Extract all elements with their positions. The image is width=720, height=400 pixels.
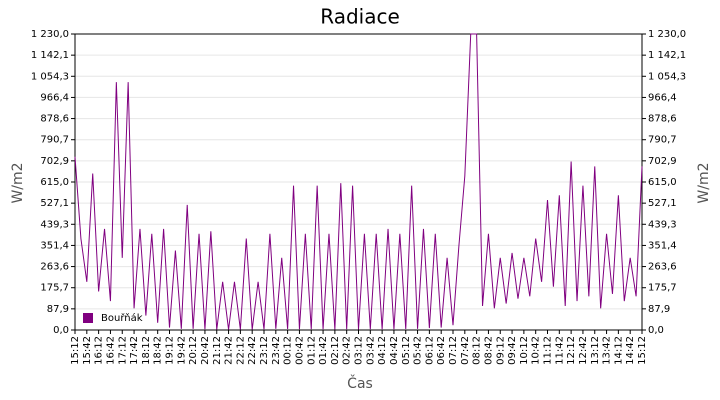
x-tick-label: 16:12 <box>94 336 105 365</box>
y2-tick-label: 702,9 <box>648 156 677 167</box>
y2-tick-label: 790,7 <box>648 135 677 146</box>
legend-swatch <box>83 313 93 323</box>
legend-label: Bouřňák <box>101 312 143 324</box>
y-tick-label: 790,7 <box>40 135 69 146</box>
x-tick-label: 07:12 <box>448 336 459 365</box>
x-tick-label: 02:12 <box>330 336 341 365</box>
x-tick-label: 03:42 <box>365 336 376 365</box>
y2-tick-label: 966,4 <box>648 92 677 103</box>
y-tick-label: 878,6 <box>40 114 69 125</box>
y-tick-label: 1 054,3 <box>31 71 69 82</box>
x-tick-label: 15:12 <box>637 336 648 365</box>
x-tick-label: 01:42 <box>318 336 329 365</box>
y2-tick-label: 175,7 <box>648 283 677 294</box>
x-tick-label: 19:12 <box>165 336 176 365</box>
x-tick-label: 22:42 <box>247 336 258 365</box>
x-tick-label: 10:42 <box>531 336 542 365</box>
y-tick-label: 527,1 <box>40 198 69 209</box>
x-tick-label: 08:42 <box>483 336 494 365</box>
x-tick-label: 20:42 <box>200 336 211 365</box>
y-tick-label: 966,4 <box>40 92 69 103</box>
y2-axis-label: W/m2 <box>696 162 712 203</box>
y-tick-label: 1 230,0 <box>31 29 69 40</box>
y2-tick-label: 1 142,1 <box>648 50 686 61</box>
x-tick-label: 11:12 <box>543 336 554 365</box>
y-tick-label: 351,4 <box>40 240 69 251</box>
x-tick-label: 11:42 <box>554 336 565 365</box>
y2-tick-label: 878,6 <box>648 114 677 125</box>
x-tick-label: 06:42 <box>436 336 447 365</box>
x-tick-label: 18:12 <box>141 336 152 365</box>
x-tick-label: 17:42 <box>129 336 140 365</box>
x-tick-label: 21:12 <box>212 336 223 365</box>
x-tick-label: 09:42 <box>507 336 518 365</box>
x-tick-label: 07:42 <box>460 336 471 365</box>
x-tick-label: 13:12 <box>590 336 601 365</box>
x-tick-label: 08:12 <box>472 336 483 365</box>
x-axis-label: Čas <box>347 374 373 392</box>
y2-tick-label: 263,6 <box>648 262 677 273</box>
y-tick-label: 702,9 <box>40 156 69 167</box>
x-tick-label: 00:42 <box>294 336 305 365</box>
y-tick-label: 87,9 <box>47 304 69 315</box>
x-tick-label: 09:12 <box>495 336 506 365</box>
x-tick-label: 14:42 <box>625 336 636 365</box>
x-tick-label: 17:12 <box>117 336 128 365</box>
x-tick-label: 02:42 <box>342 336 353 365</box>
y-tick-label: 615,0 <box>40 177 69 188</box>
y2-tick-label: 439,3 <box>648 219 677 230</box>
y2-tick-label: 1 230,0 <box>648 29 686 40</box>
x-tick-label: 19:42 <box>176 336 187 365</box>
x-tick-label: 10:12 <box>519 336 530 365</box>
x-tick-label: 23:42 <box>271 336 282 365</box>
x-tick-label: 06:12 <box>424 336 435 365</box>
x-tick-label: 05:12 <box>401 336 412 365</box>
x-tick-label: 00:12 <box>283 336 294 365</box>
y-tick-label: 0,0 <box>53 325 69 336</box>
x-tick-label: 18:42 <box>153 336 164 365</box>
y-tick-label: 439,3 <box>40 219 69 230</box>
y2-tick-label: 615,0 <box>648 177 677 188</box>
x-tick-label: 13:42 <box>602 336 613 365</box>
x-tick-label: 14:12 <box>613 336 624 365</box>
x-tick-label: 16:42 <box>105 336 116 365</box>
x-tick-label: 01:12 <box>306 336 317 365</box>
x-tick-label: 20:12 <box>188 336 199 365</box>
y2-tick-label: 351,4 <box>648 240 677 251</box>
x-tick-label: 12:12 <box>566 336 577 365</box>
y2-tick-label: 87,9 <box>648 304 670 315</box>
x-tick-label: 03:12 <box>354 336 365 365</box>
x-tick-label: 05:42 <box>413 336 424 365</box>
data-line <box>74 33 643 330</box>
y2-tick-label: 0,0 <box>648 325 664 336</box>
x-tick-label: 12:42 <box>578 336 589 365</box>
y2-tick-label: 527,1 <box>648 198 677 209</box>
y-tick-label: 175,7 <box>40 283 69 294</box>
x-tick-label: 23:12 <box>259 336 270 365</box>
x-tick-label: 04:12 <box>377 336 388 365</box>
x-tick-label: 15:42 <box>82 336 93 365</box>
y2-tick-label: 1 054,3 <box>648 71 686 82</box>
x-tick-label: 21:42 <box>224 336 235 365</box>
x-tick-label: 15:12 <box>70 336 81 365</box>
y-tick-label: 1 142,1 <box>31 50 69 61</box>
y-tick-label: 263,6 <box>40 262 69 273</box>
x-tick-label: 22:12 <box>235 336 246 365</box>
y-axis-label: W/m2 <box>10 162 26 203</box>
x-tick-label: 04:42 <box>389 336 400 365</box>
chart-title: Radiace <box>320 5 400 29</box>
